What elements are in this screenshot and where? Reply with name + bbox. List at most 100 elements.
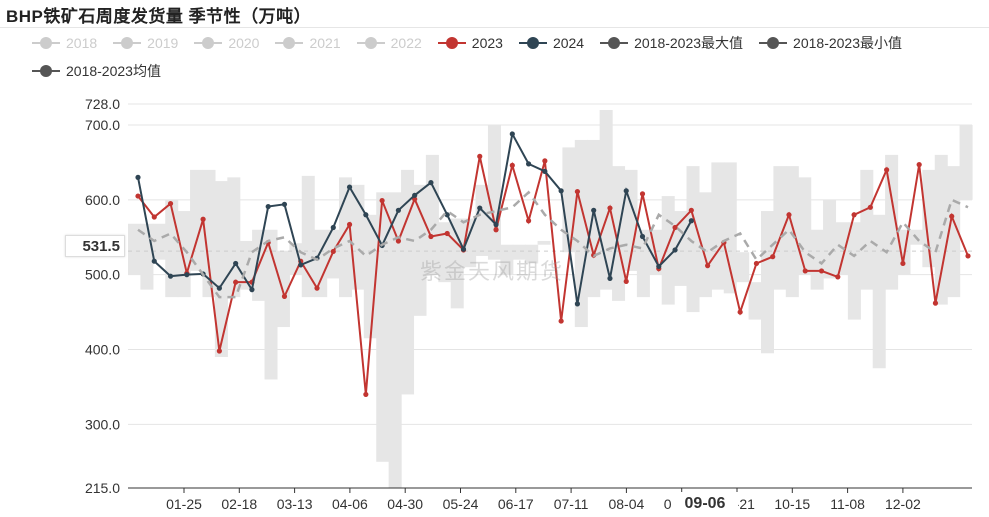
data-point-2023 bbox=[607, 205, 613, 211]
data-point-2023 bbox=[737, 309, 743, 315]
data-point-2023 bbox=[932, 300, 939, 306]
data-point-2024 bbox=[509, 131, 515, 137]
data-point-2023 bbox=[884, 167, 890, 173]
max-min-band-segment bbox=[736, 252, 750, 283]
legend-item-2018-2023最小值[interactable]: 2018-2023最小值 bbox=[759, 33, 902, 53]
max-min-band-segment bbox=[885, 154, 899, 290]
data-point-2024 bbox=[249, 287, 255, 293]
max-min-band-segment bbox=[823, 199, 837, 279]
legend-item-2019[interactable]: 2019 bbox=[113, 33, 178, 53]
legend-item-2021[interactable]: 2021 bbox=[275, 33, 341, 53]
max-min-band-segment bbox=[761, 211, 775, 354]
max-min-band-segment bbox=[773, 166, 787, 290]
data-point-2023 bbox=[233, 279, 239, 285]
data-point-2024 bbox=[460, 246, 467, 252]
data-point-2023 bbox=[542, 158, 548, 164]
data-point-2024 bbox=[298, 262, 304, 268]
x-tick-label: 08-04 bbox=[608, 496, 644, 512]
legend-item-2020[interactable]: 2020 bbox=[194, 33, 259, 53]
max-min-band-segment bbox=[227, 177, 241, 298]
max-min-band-segment bbox=[698, 192, 712, 298]
data-point-2023 bbox=[558, 318, 564, 324]
data-point-2023 bbox=[688, 207, 694, 213]
max-min-band-segment bbox=[165, 199, 179, 298]
data-point-2023 bbox=[151, 214, 157, 220]
max-min-band-segment bbox=[872, 214, 886, 369]
max-min-band-segment bbox=[860, 169, 874, 290]
data-point-2023 bbox=[525, 218, 532, 224]
data-point-2024 bbox=[184, 272, 190, 278]
data-point-2024 bbox=[591, 207, 597, 213]
data-point-2024 bbox=[281, 201, 288, 207]
x-tick-label: 10-15 bbox=[774, 496, 810, 512]
legend-label: 2018-2023最大值 bbox=[634, 35, 744, 51]
max-min-band-segment bbox=[947, 166, 961, 298]
data-point-2023 bbox=[200, 216, 206, 222]
data-point-2023 bbox=[167, 200, 174, 207]
max-min-band-segment bbox=[351, 184, 365, 290]
legend-item-2022[interactable]: 2022 bbox=[356, 33, 422, 53]
chart-title: BHP铁矿石周度发货量 季节性（万吨） bbox=[6, 7, 312, 26]
series-line-2018-2023均值 bbox=[137, 190, 969, 299]
legend-label: 2021 bbox=[309, 35, 341, 51]
legend-marker-icon bbox=[518, 37, 547, 49]
max-min-band-segment bbox=[190, 169, 204, 271]
max-min-band-segment bbox=[723, 162, 737, 294]
legend-item-2024[interactable]: 2024 bbox=[518, 33, 584, 53]
legend-item-2018-2023均值[interactable]: 2018-2023均值 bbox=[32, 61, 161, 81]
y-tick-label: 500.0 bbox=[85, 267, 120, 283]
x-tick-label: 01-25 bbox=[166, 496, 202, 512]
data-point-2023 bbox=[395, 238, 401, 244]
x-tick-label: 06-17 bbox=[498, 496, 534, 512]
legend-item-2023[interactable]: 2023 bbox=[437, 33, 503, 53]
max-min-band-segment bbox=[202, 169, 216, 298]
data-point-2023 bbox=[428, 233, 434, 240]
data-point-2023 bbox=[949, 213, 955, 219]
x-axis-pointer-label: 09-06 bbox=[672, 492, 738, 516]
data-point-2023 bbox=[444, 230, 450, 237]
data-point-2023 bbox=[818, 268, 825, 274]
y-tick-label: 400.0 bbox=[85, 342, 120, 358]
y-tick-label: 600.0 bbox=[85, 192, 120, 208]
max-min-band-segment bbox=[847, 222, 861, 320]
x-tick-label: 05-24 bbox=[443, 496, 479, 512]
data-point-2023 bbox=[916, 162, 922, 168]
data-point-2024 bbox=[558, 188, 564, 194]
y-tick-label: 700.0 bbox=[85, 117, 120, 133]
data-point-2024 bbox=[493, 221, 499, 228]
data-point-2024 bbox=[672, 247, 678, 253]
legend-marker-icon bbox=[32, 65, 60, 77]
max-min-band-segment bbox=[785, 166, 799, 298]
legend: 2018 2019 2020 2021 2022 2023 2024 2018-2023最大值… bbox=[32, 33, 982, 81]
legend-label: 2019 bbox=[147, 35, 179, 51]
data-point-2024 bbox=[363, 212, 369, 218]
data-point-2024 bbox=[607, 275, 613, 282]
max-min-band-segment bbox=[562, 147, 576, 253]
data-point-2024 bbox=[151, 258, 157, 264]
data-point-2024 bbox=[525, 161, 532, 167]
max-min-band-segment bbox=[214, 181, 228, 358]
legend-marker-icon bbox=[113, 37, 142, 49]
data-point-2023 bbox=[509, 162, 515, 168]
x-tick-label: 03-13 bbox=[277, 496, 313, 512]
legend-marker-icon bbox=[437, 37, 466, 49]
x-tick-label: 04-30 bbox=[387, 496, 423, 512]
data-point-2024 bbox=[346, 184, 353, 190]
data-point-2023 bbox=[867, 204, 873, 210]
max-min-band-segment bbox=[587, 139, 601, 298]
x-tick-label: 11-08 bbox=[830, 496, 865, 512]
data-point-2023 bbox=[965, 253, 971, 259]
x-tick-label: 12-02 bbox=[885, 496, 921, 512]
max-min-band-segment bbox=[500, 244, 514, 275]
legend-label: 2018-2023均值 bbox=[66, 63, 161, 79]
data-point-2023 bbox=[672, 224, 678, 231]
data-point-2023 bbox=[363, 391, 369, 398]
legend-label: 2022 bbox=[390, 35, 422, 51]
data-point-2023 bbox=[330, 248, 336, 255]
x-tick-label: 02-18 bbox=[221, 496, 257, 512]
max-min-band-segment bbox=[922, 169, 936, 268]
legend-item-2018-2023最大值[interactable]: 2018-2023最大值 bbox=[600, 33, 743, 53]
data-point-2023 bbox=[574, 188, 581, 195]
legend-item-2018[interactable]: 2018 bbox=[32, 33, 97, 53]
